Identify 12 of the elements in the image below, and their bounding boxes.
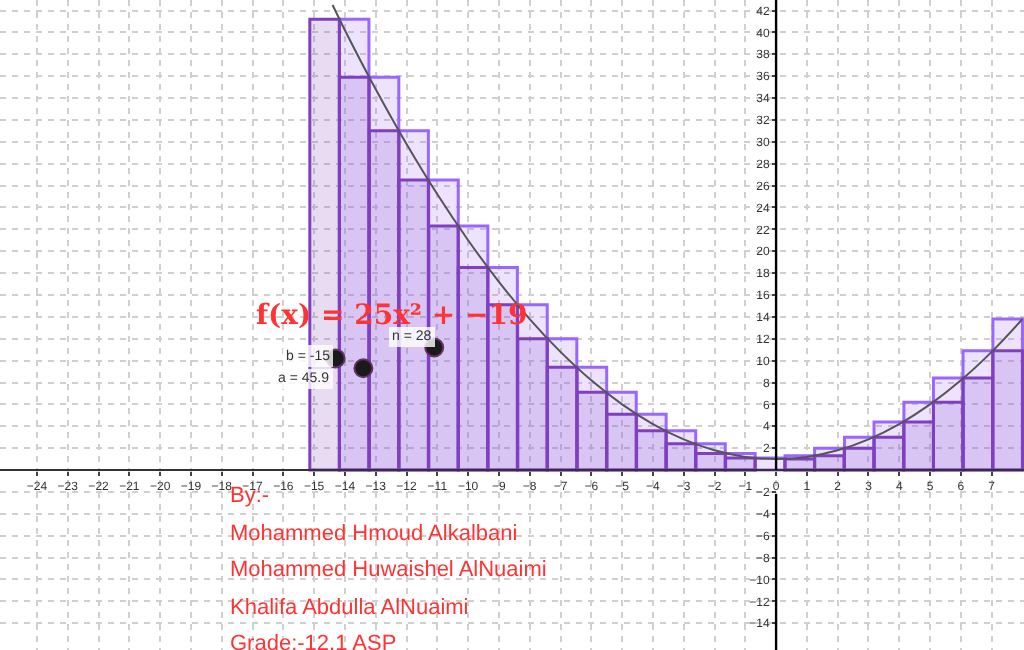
- bar: [605, 412, 638, 472]
- point: [353, 358, 374, 379]
- bar: [902, 420, 935, 472]
- bar: [991, 349, 1024, 472]
- bar: [516, 337, 549, 472]
- bar: [545, 365, 579, 472]
- annotation: Grade:-12.1 ASP: [230, 632, 397, 650]
- annotation: Khalifa Abdulla AlNuaimi: [230, 596, 469, 620]
- annotation: Mohammed Huwaishel AlNuaimi: [230, 558, 547, 582]
- bar: [931, 400, 965, 472]
- bar: [575, 390, 609, 472]
- annotation: Mohammed Hmoud Alkalbani: [230, 522, 518, 546]
